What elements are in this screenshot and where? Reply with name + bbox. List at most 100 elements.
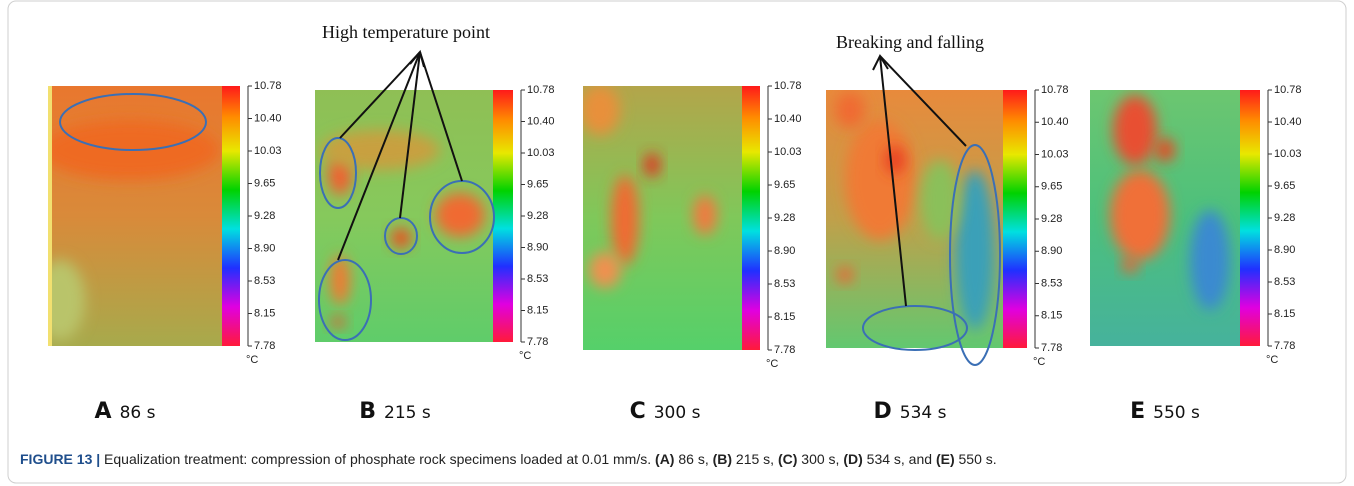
tick-label: 10.03 xyxy=(1041,148,1069,160)
tick-label: 7.78 xyxy=(774,344,795,356)
caption: FIGURE 13 | Equalization treatment: comp… xyxy=(20,451,997,467)
panel-letter: A xyxy=(95,399,112,424)
unit-label: °C xyxy=(766,358,778,370)
arrow xyxy=(399,51,421,219)
hot-spot xyxy=(837,267,853,283)
tick-label: 9.65 xyxy=(1041,181,1062,193)
panel-letter: D xyxy=(874,399,892,424)
tick-label: 10.40 xyxy=(1041,116,1069,128)
annotation: Breaking and falling xyxy=(836,32,984,52)
hot-spot xyxy=(1110,170,1170,260)
tick-label: 8.15 xyxy=(527,304,548,316)
thermal-image xyxy=(826,90,1003,348)
ellipse xyxy=(949,144,1001,366)
caption-part: Equalization treatment: compression of p… xyxy=(100,451,655,467)
tick-label: 7.78 xyxy=(254,340,275,352)
arrow xyxy=(419,51,463,182)
tick-label: 7.78 xyxy=(1274,340,1295,352)
hot-spot xyxy=(644,153,660,177)
tick-label: 8.90 xyxy=(527,241,548,253)
caption-label: FIGURE 13 | xyxy=(20,451,100,467)
ellipse xyxy=(318,259,372,341)
annotation: High temperature point xyxy=(322,22,490,42)
hot-spot xyxy=(835,92,865,128)
thermal-image xyxy=(48,86,222,346)
annotations xyxy=(59,49,1001,366)
caption-part: (C) xyxy=(778,451,797,467)
caption-part: (B) xyxy=(713,451,732,467)
tick-label: 10.03 xyxy=(527,147,555,159)
caption-part: 215 s, xyxy=(732,451,778,467)
tick-label: 8.90 xyxy=(774,245,795,257)
hot-spot xyxy=(1190,210,1230,310)
tick-label: 10.40 xyxy=(527,115,555,127)
panel-label: E 550 s xyxy=(1130,399,1200,424)
figure-frame xyxy=(7,0,1347,484)
caption-part: 550 s. xyxy=(955,451,997,467)
tick-label: 10.40 xyxy=(254,112,282,124)
panel-time: 534 s xyxy=(900,403,947,423)
tick-label: 9.28 xyxy=(1274,212,1295,224)
thermal-image xyxy=(1090,90,1240,346)
caption-part: (A) xyxy=(655,451,674,467)
tick-label: 9.65 xyxy=(1274,180,1295,192)
hot-spot xyxy=(920,160,960,240)
tick-label: 9.28 xyxy=(774,212,795,224)
tick-label: 10.78 xyxy=(774,80,802,92)
tick-label: 8.53 xyxy=(1041,277,1062,289)
tick-label: 8.53 xyxy=(1274,276,1295,288)
hot-spot xyxy=(885,146,905,174)
panel-letter: C xyxy=(630,399,646,424)
thermal-image xyxy=(583,86,742,350)
caption-part: 300 s, xyxy=(797,451,843,467)
ellipse xyxy=(319,137,357,209)
tick-label: 8.90 xyxy=(1041,245,1062,257)
hot-spot xyxy=(589,252,621,288)
tick-label: 10.78 xyxy=(1274,84,1302,96)
panel-time: 215 s xyxy=(384,403,431,423)
colorbar xyxy=(493,90,513,342)
caption-part: (D) xyxy=(843,451,862,467)
hot-spot xyxy=(611,175,639,265)
tick-label: 10.03 xyxy=(254,145,282,157)
tick-label: 10.78 xyxy=(527,84,555,96)
tick-label: 8.15 xyxy=(774,311,795,323)
edge xyxy=(48,86,52,346)
colorbar xyxy=(222,86,240,346)
tick-label: 8.15 xyxy=(1041,310,1062,322)
panel-time: 300 s xyxy=(654,403,701,423)
arrow xyxy=(879,55,967,147)
hot-spot xyxy=(330,255,350,305)
hot-spot xyxy=(320,130,440,170)
hot-spot xyxy=(845,120,915,240)
panel-time: 550 s xyxy=(1153,403,1200,423)
tick-label: 8.15 xyxy=(254,307,275,319)
arrow xyxy=(337,51,421,261)
panel-label: A 86 s xyxy=(95,399,156,424)
hot-spot xyxy=(1113,95,1157,165)
tick-label: 7.78 xyxy=(527,336,548,348)
tick-label: 8.53 xyxy=(774,278,795,290)
caption-part: (E) xyxy=(936,451,955,467)
tick-label: 8.15 xyxy=(1274,308,1295,320)
tick-label: 10.78 xyxy=(254,80,282,92)
panel-letter: E xyxy=(1130,399,1145,424)
tick-label: 9.28 xyxy=(254,210,275,222)
caption-part: 534 s, and xyxy=(863,451,936,467)
images: 10.78 10.40 10.03 9.65 9.28 8.90 8.53 8.15 7.78 °… xyxy=(48,80,1302,370)
tick-label: 8.53 xyxy=(527,273,548,285)
tick-label: 10.03 xyxy=(774,146,802,158)
thermal-image xyxy=(315,90,493,342)
unit-label: °C xyxy=(246,354,258,366)
colorbar xyxy=(1003,90,1027,348)
tick-label: 10.78 xyxy=(1041,84,1069,96)
hot-spot xyxy=(48,260,85,340)
tick-label: 8.90 xyxy=(254,242,275,254)
unit-label: °C xyxy=(1033,356,1045,368)
panel-label: C 300 s xyxy=(630,399,701,424)
hot-spot xyxy=(1122,257,1138,273)
hot-spot xyxy=(391,228,411,248)
colorbar xyxy=(742,86,760,350)
tick-label: 8.53 xyxy=(254,275,275,287)
